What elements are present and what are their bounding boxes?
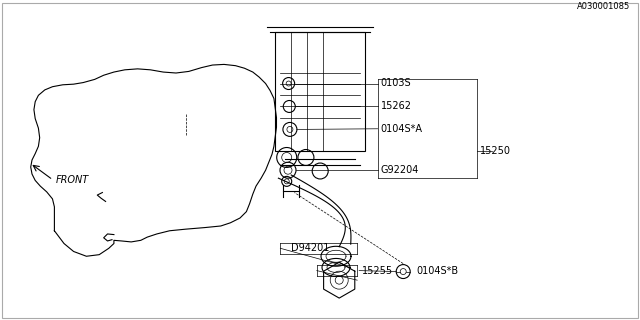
Text: 0103S: 0103S: [381, 77, 412, 88]
Text: D94201: D94201: [291, 243, 330, 253]
Text: 0104S*B: 0104S*B: [416, 266, 458, 276]
Text: FRONT: FRONT: [56, 175, 89, 185]
Text: 15262: 15262: [381, 101, 412, 111]
Text: 0104S*A: 0104S*A: [381, 124, 423, 134]
Text: 15250: 15250: [480, 146, 511, 156]
Text: 15255: 15255: [362, 266, 393, 276]
Text: A030001085: A030001085: [577, 2, 630, 11]
Text: G92204: G92204: [381, 165, 419, 175]
